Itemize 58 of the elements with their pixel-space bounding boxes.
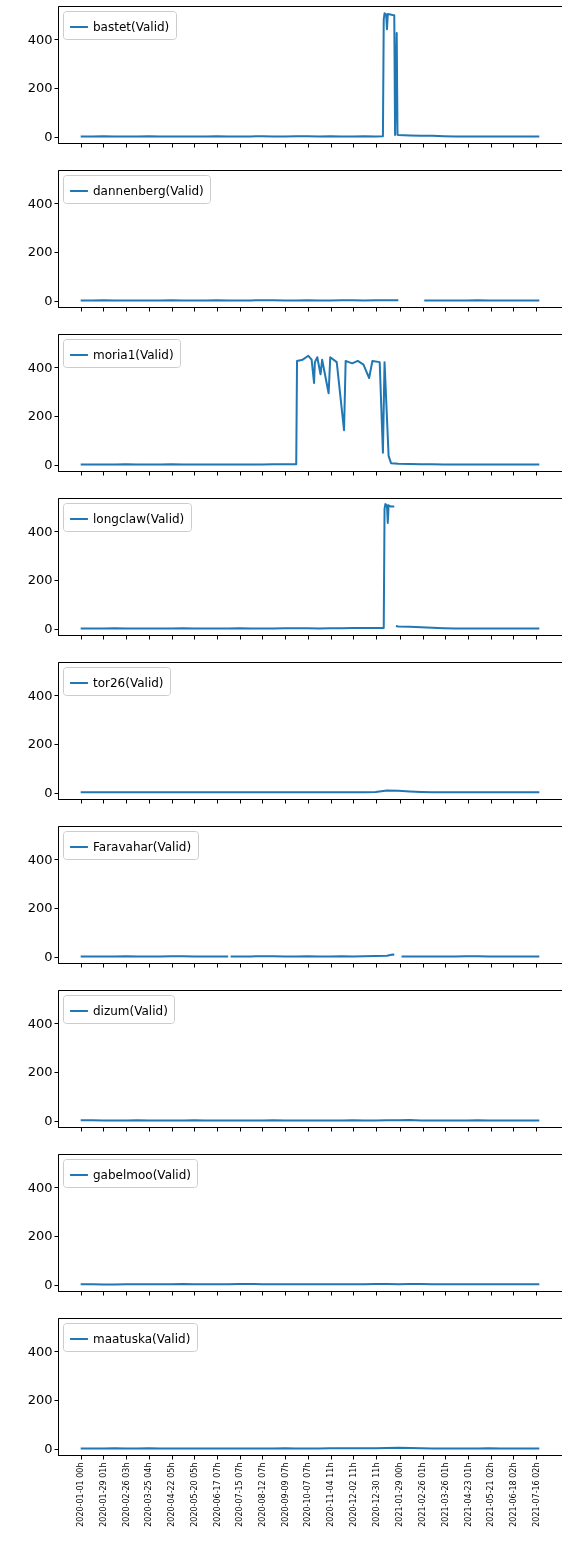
y-tick-label: 400 xyxy=(27,1343,53,1359)
y-tick-label: 200 xyxy=(27,1064,53,1080)
x-tick-label: 2020-08-12 07h xyxy=(257,1462,267,1527)
x-tick-label: 2021-03-26 01h xyxy=(440,1462,450,1527)
legend-label: gabelmoo(Valid) xyxy=(93,1168,191,1182)
x-tick-label: 2020-11-04 11h xyxy=(326,1462,336,1527)
y-tick-label: 0 xyxy=(44,785,53,801)
y-tick-label: 0 xyxy=(44,949,53,965)
x-tick-label: 2020-12-02 11h xyxy=(348,1462,358,1527)
y-tick-label: 0 xyxy=(44,129,53,145)
legend-label: dizum(Valid) xyxy=(93,1004,168,1018)
y-tick-label: 0 xyxy=(44,1113,53,1129)
y-tick-label: 400 xyxy=(27,1179,53,1195)
x-tick-label: 2020-07-15 07h xyxy=(235,1462,245,1527)
x-tick-label: 2020-02-26 03h xyxy=(121,1462,131,1527)
y-tick-label: 200 xyxy=(27,736,53,752)
y-tick-label: 400 xyxy=(27,523,53,539)
y-tick-label: 200 xyxy=(27,80,53,96)
y-tick-label: 0 xyxy=(44,1441,53,1457)
y-tick-label: 0 xyxy=(44,1277,53,1293)
y-tick-label: 400 xyxy=(27,31,53,47)
x-tick-label: 2020-09-09 07h xyxy=(280,1462,290,1527)
x-tick-label: 2021-02-26 01h xyxy=(418,1462,428,1527)
y-tick-label: 400 xyxy=(27,1015,53,1031)
y-tick-label: 200 xyxy=(27,244,53,260)
y-tick-label: 400 xyxy=(27,851,53,867)
y-tick-label: 200 xyxy=(27,408,53,424)
x-tick-label: 2021-06-18 02h xyxy=(508,1462,518,1527)
y-tick-label: 400 xyxy=(27,687,53,703)
y-tick-label: 200 xyxy=(27,1228,53,1244)
y-tick-label: 0 xyxy=(44,457,53,473)
legend-label: tor26(Valid) xyxy=(93,676,164,690)
y-tick-label: 200 xyxy=(27,572,53,588)
x-tick-label: 2021-07-16 02h xyxy=(531,1462,541,1527)
legend-label: dannenberg(Valid) xyxy=(93,184,204,198)
x-tick-label: 2021-04-23 01h xyxy=(463,1462,473,1527)
legend-label: bastet(Valid) xyxy=(93,20,170,34)
legend-label: maatuska(Valid) xyxy=(93,1332,191,1346)
y-tick-label: 200 xyxy=(27,900,53,916)
y-tick-label: 400 xyxy=(27,195,53,211)
legend-label: Faravahar(Valid) xyxy=(93,840,192,854)
x-tick-label: 2021-01-29 00h xyxy=(395,1462,405,1527)
legend-label: longclaw(Valid) xyxy=(93,512,185,526)
legend-label: moria1(Valid) xyxy=(93,348,174,362)
x-tick-label: 2020-01-29 01h xyxy=(98,1462,108,1527)
y-tick-label: 0 xyxy=(44,621,53,637)
line-series xyxy=(79,12,541,138)
y-tick-label: 0 xyxy=(44,293,53,309)
x-tick-label: 2021-05-21 02h xyxy=(486,1462,496,1527)
x-tick-label: 2020-01-01 00h xyxy=(76,1462,86,1527)
x-tick-label: 2020-06-17 07h xyxy=(212,1462,222,1527)
x-tick-label: 2020-05-20 05h xyxy=(189,1462,199,1527)
x-tick-label: 2020-12-30 11h xyxy=(371,1462,381,1527)
x-tick-label: 2020-04-22 05h xyxy=(167,1462,177,1527)
x-tick-label: 2020-10-07 07h xyxy=(303,1462,313,1527)
y-tick-label: 200 xyxy=(27,1392,53,1408)
x-tick-label: 2020-03-25 04h xyxy=(144,1462,154,1527)
y-tick-label: 400 xyxy=(27,359,53,375)
